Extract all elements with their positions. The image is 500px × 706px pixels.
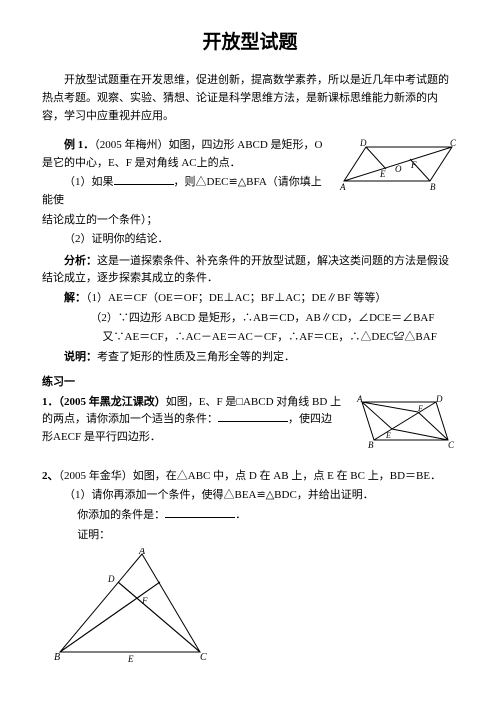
blank-2: [218, 413, 288, 423]
ex1-note: 说明：考查了矩形的性质及三角形全等的判定．: [42, 349, 458, 367]
fig3-label-d: D: [107, 574, 115, 584]
fig1-label-o: O: [395, 164, 402, 174]
fig2-label-f: F: [417, 404, 423, 413]
note-label: 说明：: [64, 351, 97, 363]
fig2-label-e: E: [385, 431, 391, 440]
ex1-sol1: 解：（1）AE＝CF（OE＝OF；DE⊥AC；BF⊥AC；DE∥BF 等等）: [42, 290, 458, 308]
fig1-label-c: C: [450, 138, 457, 148]
fig3-label-b: B: [54, 652, 60, 663]
fig1-label-b: B: [430, 182, 436, 192]
figure-3-container: A B C D E F: [42, 548, 458, 666]
document-page: 开放型试题 开放型试题重在开发思维，促进创新，提高数学素养，所以是近几年中考试题…: [0, 0, 500, 694]
ex1-q2: （2）证明你的结论．: [42, 231, 458, 249]
ex1-sol2b: 又∵AE＝CF，∴AC－AE＝AC－CF，∴AF＝CE，∴△DEC≌△BAF: [42, 329, 458, 347]
practice-2: 2、（2005 年金华）如图，在△ABC 中，点 D 在 AB 上，点 E 在 …: [42, 468, 458, 666]
figure-1-svg: A B C D E O F: [338, 137, 458, 193]
example-1: A B C D E O F 例 1．（2005 年梅州）如图，四边形 ABCD …: [42, 137, 458, 366]
fig1-label-f: F: [410, 160, 417, 170]
p2-add-text: 你添加的条件是：: [77, 509, 165, 521]
blank-1: [114, 175, 174, 185]
fig1-label-e: E: [379, 169, 386, 179]
ex1-label: 例 1．: [64, 139, 94, 151]
p2-source: 2、（2005 年金华）如图，在△ABC 中，点 D 在 AB 上，点 E 在 …: [42, 468, 458, 486]
practice-1: A B C D E F 1．（2005 年黑龙江课改）如图，E、F 是□ABCD…: [42, 394, 458, 450]
sol-label: 解：: [64, 292, 86, 304]
p2-label: 2、: [42, 470, 59, 482]
p2-proof: 证明：: [42, 527, 458, 545]
intro-paragraph: 开放型试题重在开发思维，促进创新，提高数学素养，所以是近几年中考试题的热点考题。…: [42, 72, 458, 125]
analysis-label: 分析：: [64, 255, 97, 267]
p2-source-text: （2005 年金华）如图，在△ABC 中，点 D 在 AB 上，点 E 在 BC…: [59, 470, 442, 482]
fig1-label-a: A: [339, 182, 346, 192]
p2-add: 你添加的条件是：．: [42, 507, 458, 525]
figure-3-svg: A B C D E F: [42, 548, 212, 666]
fig2-label-b: B: [368, 440, 374, 450]
sol1-text: （1）AE＝CF（OE＝OF；DE⊥AC；BF⊥AC；DE∥BF 等等）: [86, 292, 386, 304]
figure-1-container: A B C D E O F: [338, 137, 458, 193]
p1-label: 1．（2005 年黑龙江课改）: [42, 396, 166, 408]
fig3-label-a: A: [138, 548, 146, 557]
ex1-analysis: 分析：这是一道探索条件、补充条件的开放型试题，解决这类问题的方法是假设结论成立，…: [42, 253, 458, 288]
ex1-q1a: （1）如果: [64, 176, 114, 188]
figure-2-container: A B C D E F: [348, 394, 458, 450]
fig3-label-e: E: [127, 654, 134, 664]
fig1-label-d: D: [359, 138, 367, 148]
blank-3: [165, 508, 235, 518]
figure-2-svg: A B C D E F: [348, 394, 458, 450]
note-text: 考查了矩形的性质及三角形全等的判定．: [97, 351, 295, 363]
fig2-label-c: C: [448, 440, 455, 450]
fig2-label-a: A: [356, 394, 363, 404]
ex1-q1c: 结论成立的一个条件）；: [42, 212, 458, 230]
analysis-text: 这是一道探索条件、补充条件的开放型试题，解决这类问题的方法是假设结论成立，逐步探…: [42, 255, 449, 285]
page-title: 开放型试题: [42, 28, 458, 58]
p2-q1: （1）请你再添加一个条件，使得△BEA≌△BDC，并给出证明．: [42, 487, 458, 505]
ex1-sol2a: （2）∵四边形 ABCD 是矩形，∴AB＝CD，AB∥CD，∠DCE＝∠BAF: [42, 310, 458, 328]
practice-heading: 练习一: [42, 374, 458, 392]
fig2-label-d: D: [435, 394, 443, 404]
fig3-label-c: C: [200, 652, 207, 663]
